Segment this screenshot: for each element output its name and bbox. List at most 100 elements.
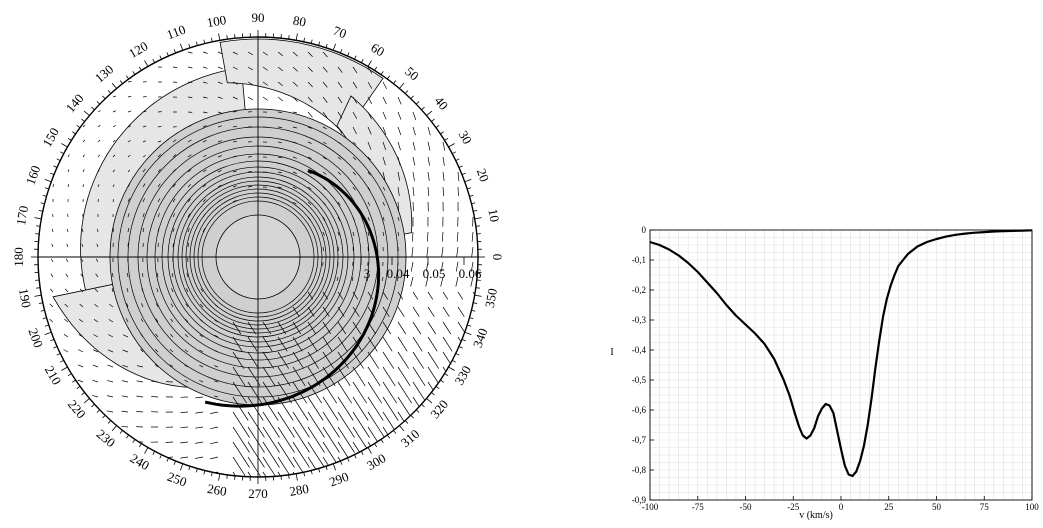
angle-tick-label: 110: [165, 22, 188, 43]
velocity-vector: [443, 322, 451, 334]
velocity-vector: [137, 381, 143, 382]
angle-tick-label: 130: [92, 62, 117, 86]
velocity-vector: [66, 259, 68, 262]
angle-tick-mark: [167, 458, 169, 462]
angle-tick-mark: [296, 474, 297, 481]
angle-tick-mark: [53, 166, 57, 168]
velocity-vector: [413, 127, 416, 135]
angle-tick-mark: [399, 83, 404, 88]
velocity-vector: [248, 412, 265, 438]
velocity-vector: [443, 187, 444, 196]
angle-tick-mark: [333, 464, 335, 471]
y-tick-label: -0,7: [632, 435, 647, 445]
velocity-vector: [263, 442, 280, 468]
velocity-vector: [383, 367, 395, 386]
angle-tick-mark: [82, 119, 85, 122]
angle-tick-mark: [381, 71, 383, 74]
angle-tick-mark: [452, 360, 456, 362]
velocity-vector: [458, 172, 459, 181]
velocity-vector: [293, 457, 310, 483]
velocity-vector: [78, 350, 83, 352]
shaded-regions: [53, 39, 412, 405]
velocity-vector: [442, 232, 443, 242]
velocity-vector: [413, 202, 414, 211]
angle-tick-mark: [361, 59, 363, 63]
velocity-vector: [428, 292, 433, 299]
velocity-vector: [128, 81, 132, 82]
velocity-vector: [263, 427, 280, 453]
velocity-vector: [67, 229, 68, 232]
velocity-vector: [308, 427, 325, 453]
angle-tick-mark: [145, 448, 149, 454]
velocity-vector: [398, 367, 410, 386]
velocity-vector: [293, 427, 310, 453]
velocity-vector: [108, 365, 114, 367]
velocity-vector: [413, 172, 415, 181]
velocity-vector: [263, 97, 268, 100]
velocity-vector: [338, 442, 355, 468]
velocity-vector: [113, 125, 116, 127]
velocity-vector: [323, 397, 338, 421]
angle-tick-label: 0: [490, 254, 505, 261]
velocity-vector: [180, 442, 188, 443]
velocity-vector: [83, 184, 84, 187]
velocity-vector: [353, 412, 370, 438]
angle-tick-mark: [440, 132, 443, 134]
angle-tick-mark: [53, 347, 57, 349]
angle-tick-label: 90: [252, 10, 265, 25]
x-tick-label: 0: [839, 502, 844, 512]
velocity-vector: [458, 307, 464, 317]
velocity-vector: [398, 112, 401, 120]
angle-tick-label: 190: [16, 287, 34, 309]
angle-tick-mark: [326, 44, 327, 48]
velocity-vector: [122, 411, 129, 412]
angle-tick-mark: [473, 303, 477, 304]
velocity-vector: [443, 292, 448, 299]
velocity-vector: [398, 142, 401, 150]
angle-tick-mark: [120, 81, 123, 84]
velocity-vector: [413, 352, 424, 369]
velocity-vector: [398, 397, 413, 421]
angle-tick-mark: [361, 451, 363, 455]
angle-tick-label: 300: [364, 450, 388, 473]
angle-tick-label: 290: [327, 469, 350, 490]
velocity-vector: [67, 244, 68, 247]
velocity-vector: [472, 247, 473, 257]
angle-tick-mark: [456, 353, 460, 355]
angle-tick-mark: [467, 188, 471, 189]
velocity-vector: [368, 427, 385, 453]
velocity-vector: [398, 337, 407, 351]
velocity-vector: [368, 352, 379, 369]
angle-tick-mark: [97, 101, 100, 104]
angle-tick-mark: [393, 430, 396, 433]
velocity-vector: [195, 412, 203, 413]
y-tick-label: -0,8: [632, 465, 647, 475]
angle-tick-mark: [39, 210, 43, 211]
velocity-vector: [427, 247, 428, 257]
angle-tick-mark: [472, 310, 476, 311]
velocity-vector: [113, 96, 116, 97]
velocity-vector: [93, 365, 98, 367]
angle-tick-mark: [475, 295, 482, 296]
velocity-vector: [113, 140, 115, 142]
velocity-vector: [52, 244, 53, 247]
angle-tick-mark: [399, 426, 404, 431]
angle-tick-mark: [211, 472, 212, 476]
angle-tick-mark: [319, 469, 320, 473]
angle-tick-mark: [72, 132, 75, 134]
angle-tick-label: 330: [451, 363, 474, 387]
velocity-vector: [137, 396, 144, 397]
angle-tick-mark: [405, 421, 408, 424]
y-tick-label: -0,5: [632, 375, 647, 385]
angle-tick-mark: [57, 159, 61, 161]
radial-tick-label: 0.04: [387, 266, 410, 281]
angle-tick-mark: [204, 40, 205, 44]
velocity-vector: [128, 96, 131, 97]
angle-tick-mark: [145, 60, 149, 66]
angle-tick-label: 20: [474, 166, 493, 183]
velocity-vector: [338, 412, 355, 438]
angle-tick-mark: [112, 426, 117, 431]
velocity-vector: [323, 427, 340, 453]
angle-tick-mark: [296, 33, 297, 40]
